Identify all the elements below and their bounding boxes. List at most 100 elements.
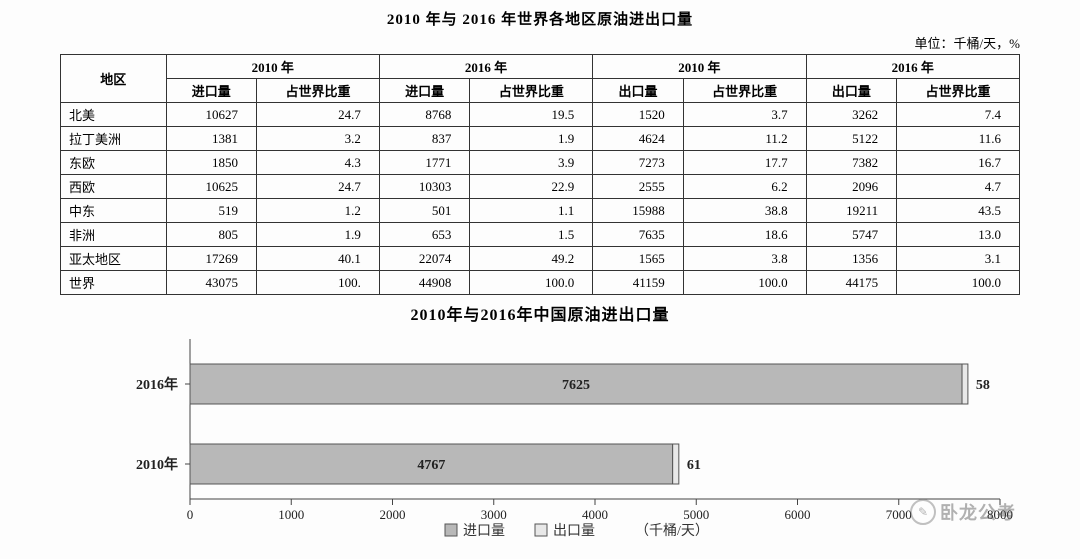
cell-value: 8768 (379, 103, 470, 127)
svg-text:58: 58 (976, 378, 990, 393)
cell-value: 2555 (593, 175, 684, 199)
cell-value: 100. (257, 271, 380, 295)
cell-value: 519 (166, 199, 257, 223)
cell-value: 2096 (806, 175, 897, 199)
table-row: 非洲8051.96531.5763518.6574713.0 (61, 223, 1020, 247)
watermark-icon: ✎ (910, 499, 936, 525)
cell-value: 10625 (166, 175, 257, 199)
cell-value: 19211 (806, 199, 897, 223)
cell-value: 3.1 (897, 247, 1020, 271)
cell-value: 17.7 (683, 151, 806, 175)
cell-value: 11.2 (683, 127, 806, 151)
cell-value: 24.7 (257, 175, 380, 199)
col-sub: 占世界比重 (257, 79, 380, 103)
cell-region: 非洲 (61, 223, 167, 247)
cell-value: 1565 (593, 247, 684, 271)
cell-value: 38.8 (683, 199, 806, 223)
cell-value: 3262 (806, 103, 897, 127)
table-head: 地区2010 年2016 年2010 年2016 年 进口量占世界比重进口量占世… (61, 55, 1020, 103)
cell-region: 北美 (61, 103, 167, 127)
col-sub: 出口量 (806, 79, 897, 103)
cell-value: 6.2 (683, 175, 806, 199)
cell-value: 1356 (806, 247, 897, 271)
table-row: 东欧18504.317713.9727317.7738216.7 (61, 151, 1020, 175)
col-year-group: 2016 年 (806, 55, 1019, 79)
cell-value: 7.4 (897, 103, 1020, 127)
cell-value: 1.9 (470, 127, 593, 151)
chart-container: 0100020003000400050006000700080007625582… (60, 329, 1020, 559)
col-sub: 进口量 (379, 79, 470, 103)
cell-value: 3.8 (683, 247, 806, 271)
svg-text:2000: 2000 (380, 507, 406, 522)
cell-value: 43075 (166, 271, 257, 295)
data-table: 地区2010 年2016 年2010 年2016 年 进口量占世界比重进口量占世… (60, 54, 1020, 295)
svg-text:6000: 6000 (785, 507, 811, 522)
cell-value: 7635 (593, 223, 684, 247)
cell-value: 653 (379, 223, 470, 247)
cell-value: 501 (379, 199, 470, 223)
col-sub: 占世界比重 (897, 79, 1020, 103)
cell-value: 4.7 (897, 175, 1020, 199)
svg-text:4767: 4767 (417, 458, 445, 473)
col-year-group: 2010 年 (166, 55, 379, 79)
cell-region: 拉丁美洲 (61, 127, 167, 151)
table-row: 拉丁美洲13813.28371.9462411.2512211.6 (61, 127, 1020, 151)
cell-value: 1381 (166, 127, 257, 151)
cell-value: 4.3 (257, 151, 380, 175)
svg-text:61: 61 (687, 458, 701, 473)
cell-value: 13.0 (897, 223, 1020, 247)
svg-text:1000: 1000 (278, 507, 304, 522)
svg-text:7000: 7000 (886, 507, 912, 522)
cell-value: 19.5 (470, 103, 593, 127)
cell-value: 22074 (379, 247, 470, 271)
svg-text:3000: 3000 (481, 507, 507, 522)
cell-region: 中东 (61, 199, 167, 223)
cell-value: 16.7 (897, 151, 1020, 175)
cell-value: 4624 (593, 127, 684, 151)
cell-value: 15988 (593, 199, 684, 223)
cell-value: 1.5 (470, 223, 593, 247)
table-row: 中东5191.25011.11598838.81921143.5 (61, 199, 1020, 223)
col-sub: 占世界比重 (470, 79, 593, 103)
svg-text:5000: 5000 (683, 507, 709, 522)
svg-text:出口量: 出口量 (553, 523, 595, 539)
cell-value: 7382 (806, 151, 897, 175)
cell-value: 100.0 (470, 271, 593, 295)
svg-text:0: 0 (187, 507, 194, 522)
col-sub: 出口量 (593, 79, 684, 103)
cell-value: 44175 (806, 271, 897, 295)
bar-export (962, 364, 968, 404)
table-title: 2010 年与 2016 年世界各地区原油进出口量 (60, 8, 1020, 29)
svg-text:进口量: 进口量 (463, 523, 505, 539)
cell-value: 44908 (379, 271, 470, 295)
cell-value: 3.7 (683, 103, 806, 127)
svg-text:4000: 4000 (582, 507, 608, 522)
cell-value: 837 (379, 127, 470, 151)
cell-value: 11.6 (897, 127, 1020, 151)
cell-region: 东欧 (61, 151, 167, 175)
cell-value: 17269 (166, 247, 257, 271)
cell-value: 24.7 (257, 103, 380, 127)
cell-value: 100.0 (683, 271, 806, 295)
cell-value: 1850 (166, 151, 257, 175)
cell-region: 亚太地区 (61, 247, 167, 271)
cell-value: 41159 (593, 271, 684, 295)
cell-value: 100.0 (897, 271, 1020, 295)
cell-value: 805 (166, 223, 257, 247)
svg-text:7625: 7625 (562, 378, 590, 393)
table-row: 亚太地区1726940.12207449.215653.813563.1 (61, 247, 1020, 271)
cell-value: 18.6 (683, 223, 806, 247)
col-year-group: 2016 年 (379, 55, 592, 79)
svg-text:2010年: 2010年 (136, 456, 178, 473)
cell-value: 5122 (806, 127, 897, 151)
cell-value: 5747 (806, 223, 897, 247)
cell-region: 世界 (61, 271, 167, 295)
cell-value: 49.2 (470, 247, 593, 271)
cell-value: 1771 (379, 151, 470, 175)
cell-value: 3.9 (470, 151, 593, 175)
cell-value: 1.9 (257, 223, 380, 247)
bar-chart: 0100020003000400050006000700080007625582… (120, 329, 1040, 559)
col-year-group: 2010 年 (593, 55, 806, 79)
svg-text:2016年: 2016年 (136, 376, 178, 393)
col-region: 地区 (61, 55, 167, 103)
